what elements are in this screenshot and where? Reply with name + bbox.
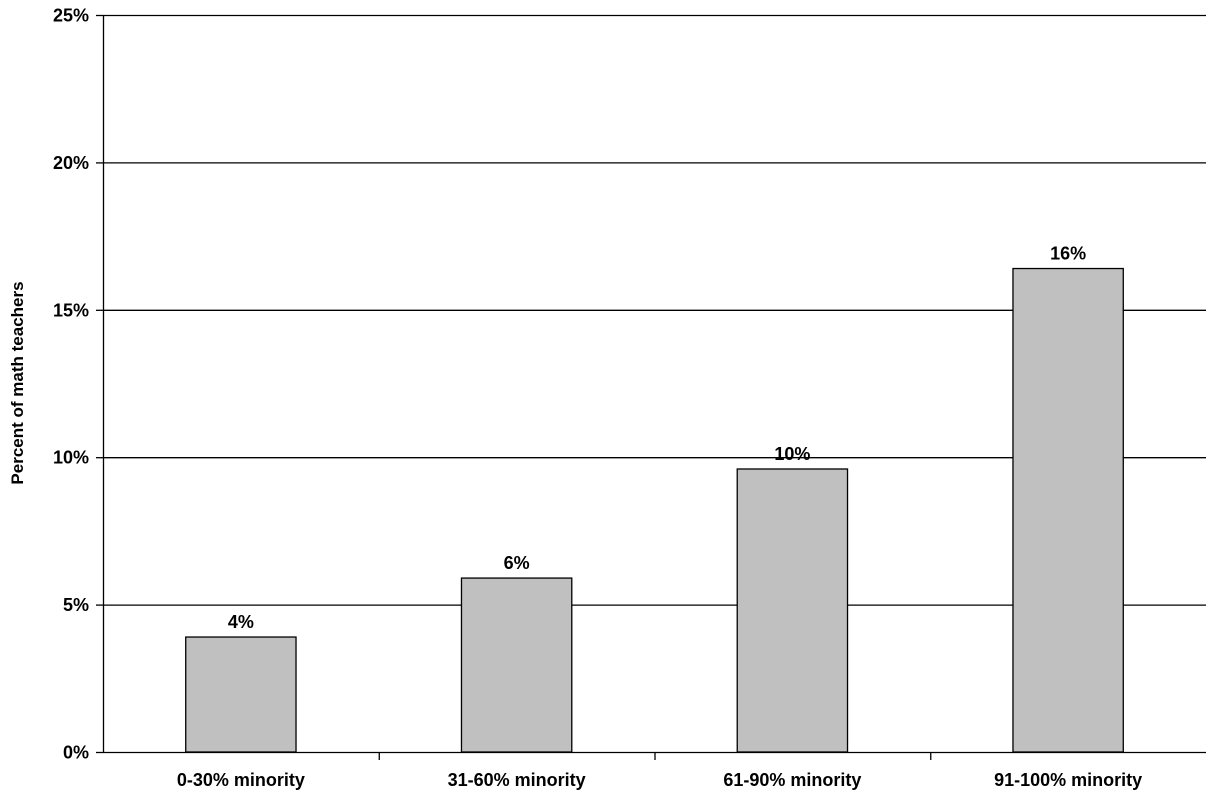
data-labels: 4% 6% 10% 16% [228,244,1086,633]
x-category-label: 0-30% minority [177,770,305,790]
bar [185,636,297,753]
y-tick-label: 15% [53,300,89,320]
x-category-label: 61-90% minority [723,770,861,790]
bar [736,468,849,753]
y-axis-title: Percent of math teachers [8,281,27,484]
y-tick-label: 10% [53,448,89,468]
x-category-labels: 0-30% minority 31-60% minority 61-90% mino… [177,770,1142,790]
y-tick-label: 20% [53,153,89,173]
y-tick-label: 5% [63,595,89,615]
axes [96,14,1206,760]
x-category-label: 91-100% minority [994,770,1142,790]
bar [1012,267,1124,753]
data-label: 16% [1050,244,1086,264]
bar [460,577,573,753]
y-tick-label: 25% [53,6,89,26]
bars [185,267,1124,753]
x-category-label: 31-60% minority [448,770,586,790]
data-label: 4% [228,612,254,632]
data-label: 10% [774,444,810,464]
y-tick-labels: 0% 5% 10% 15% 20% 25% [53,6,89,763]
y-tick-label: 0% [63,743,89,763]
data-label: 6% [504,553,530,573]
